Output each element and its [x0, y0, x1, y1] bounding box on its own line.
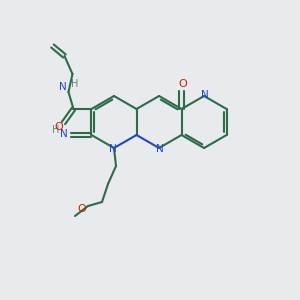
Text: N: N — [201, 90, 209, 100]
Text: O: O — [54, 122, 63, 132]
Text: O: O — [178, 79, 187, 89]
Text: H: H — [71, 79, 78, 89]
Text: O: O — [78, 204, 86, 214]
Text: N: N — [58, 82, 66, 92]
Text: H: H — [52, 125, 59, 135]
Text: N: N — [60, 129, 68, 139]
Text: N: N — [156, 144, 164, 154]
Text: N: N — [109, 144, 117, 154]
